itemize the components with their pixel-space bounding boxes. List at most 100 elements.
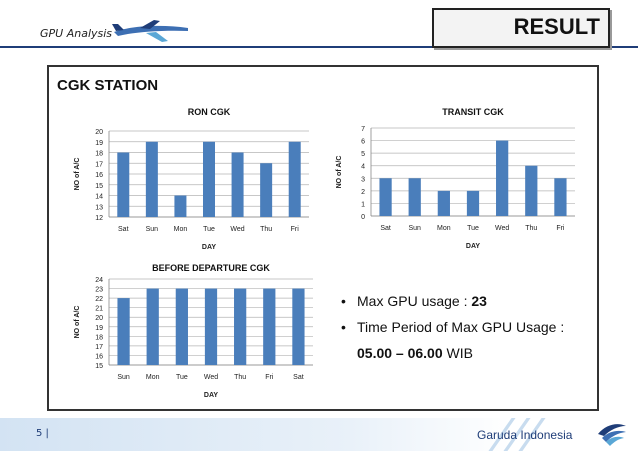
bar — [437, 190, 450, 216]
y-tick-label: 0 — [361, 214, 365, 221]
x-tick-label: Mon — [146, 374, 160, 381]
y-tick-label: 2 — [361, 189, 365, 196]
period-value: 05.00 – 06.00 — [357, 345, 443, 361]
y-tick-label: 6 — [361, 139, 365, 146]
y-tick-label: 15 — [95, 363, 103, 370]
x-axis-label: DAY — [202, 244, 216, 251]
bar — [204, 288, 218, 365]
result-badge: RESULT — [432, 8, 610, 48]
chart-ron-cgk: RON CGK 12 13 14 15 16 17 18 19 20 Sat Sun Mon Tue Wed… — [59, 101, 319, 257]
bar — [292, 288, 305, 365]
chart-title: TRANSIT CGK — [442, 107, 504, 117]
x-tick-label: Mon — [437, 225, 451, 232]
bar — [175, 288, 188, 365]
summary-period: • Time Period of Max GPU Usage : — [341, 319, 565, 335]
x-tick-label: Mon — [174, 226, 188, 233]
y-tick-label: 19 — [95, 325, 103, 332]
y-tick-label: 18 — [95, 334, 103, 341]
bar — [174, 195, 187, 217]
y-tick-label: 24 — [95, 277, 103, 284]
bar — [288, 141, 301, 217]
chart-title: RON CGK — [188, 107, 231, 117]
chart-before-departure-cgk: BEFORE DEPARTURE CGK 15 16 17 18 19 20 21 22 23 24… — [59, 257, 321, 405]
y-tick-label: 15 — [95, 183, 103, 190]
header-divider — [0, 46, 638, 48]
y-tick-label: 19 — [95, 140, 103, 147]
y-tick-label: 17 — [95, 344, 103, 351]
x-tick-label: Sun — [408, 225, 421, 232]
y-tick-label: 4 — [361, 164, 365, 171]
airplane-logo — [112, 20, 188, 42]
y-tick-label: 16 — [95, 353, 103, 360]
bar — [466, 190, 480, 216]
x-tick-label: Sat — [118, 226, 129, 233]
station-panel: CGK STATION RON CGK 12 13 14 15 16 17 18 19 20 Sat… — [47, 65, 599, 411]
y-tick-label: 5 — [361, 151, 365, 158]
bar — [117, 298, 130, 365]
y-tick-label: 23 — [95, 287, 103, 294]
bar — [408, 178, 421, 216]
y-tick-label: 16 — [95, 172, 103, 179]
x-tick-label: Fri — [556, 225, 565, 232]
x-tick-label: Sat — [380, 225, 391, 232]
panel-title: CGK STATION — [57, 77, 159, 94]
x-tick-label: Sun — [146, 226, 159, 233]
x-tick-label: Tue — [203, 226, 215, 233]
x-tick-label: Thu — [234, 374, 246, 381]
x-tick-label: Fri — [291, 226, 300, 233]
y-tick-label: 7 — [361, 126, 365, 133]
y-tick-label: 1 — [361, 201, 365, 208]
y-tick-label: 12 — [95, 215, 103, 222]
x-tick-label: Sun — [117, 374, 130, 381]
x-axis-label: DAY — [204, 392, 218, 399]
bar — [146, 288, 159, 365]
x-tick-label: Sat — [293, 374, 304, 381]
footer-bar: 5 | Garuda Indonesia — [0, 418, 638, 451]
summary-list: • Max GPU usage : 23 • Time Period of Max … — [341, 293, 564, 361]
bar — [263, 288, 276, 365]
x-tick-label: Wed — [230, 226, 244, 233]
y-tick-label: 17 — [95, 161, 103, 168]
summary-max-usage: • Max GPU usage : 23 — [341, 293, 487, 309]
y-tick-label: 21 — [95, 306, 103, 313]
y-tick-label: 22 — [95, 296, 103, 303]
bar — [117, 152, 130, 217]
x-axis-label: DAY — [466, 243, 480, 250]
bar — [260, 163, 273, 217]
bar — [379, 178, 392, 216]
x-tick-label: Thu — [260, 226, 272, 233]
max-usage-value: 23 — [471, 293, 487, 309]
y-tick-label: 13 — [95, 204, 103, 211]
x-tick-label: Wed — [495, 225, 509, 232]
bar — [203, 141, 215, 217]
bar — [496, 140, 509, 216]
chart-transit-cgk: TRANSIT CGK 0 1 2 3 4 5 6 7 Sat Sun Mon Tue Wed Thu Fri… — [319, 101, 587, 257]
x-tick-label: Tue — [176, 374, 188, 381]
y-tick-label: 20 — [95, 315, 103, 322]
y-axis-label: NO of A/C — [74, 306, 81, 339]
x-tick-label: Thu — [525, 225, 537, 232]
period-value-line: 05.00 – 06.00 WIB — [341, 345, 564, 361]
garuda-logo — [598, 424, 626, 446]
x-tick-label: Wed — [204, 374, 218, 381]
period-label: Time Period of Max GPU Usage : — [357, 319, 565, 335]
bar — [231, 152, 244, 217]
x-tick-label: Fri — [265, 374, 274, 381]
bar — [234, 288, 247, 365]
y-axis-label: NO of A/C — [336, 156, 343, 189]
page-number: 5 | — [36, 428, 49, 439]
result-label: RESULT — [513, 14, 600, 39]
chart-title: BEFORE DEPARTURE CGK — [152, 263, 270, 273]
y-tick-label: 20 — [95, 129, 103, 136]
y-tick-label: 14 — [95, 194, 103, 201]
bar — [145, 141, 158, 217]
bar — [525, 165, 538, 216]
y-axis-label: NO of A/C — [74, 158, 81, 191]
max-usage-label: Max GPU usage : — [357, 293, 472, 309]
section-title: GPU Analysis — [40, 27, 113, 40]
brand-name: Garuda Indonesia — [477, 428, 573, 442]
y-tick-label: 3 — [361, 176, 365, 183]
period-unit: WIB — [442, 345, 473, 361]
bar — [554, 178, 567, 216]
x-tick-label: Tue — [467, 225, 479, 232]
